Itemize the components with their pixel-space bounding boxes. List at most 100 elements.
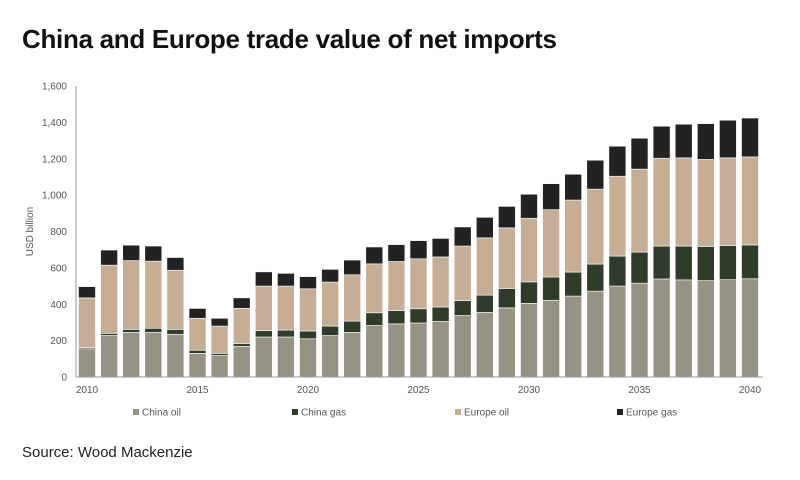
bar-china-gas-2031 (542, 276, 560, 301)
y-tick-label: 1,400 (42, 118, 67, 129)
bar-china-oil-2016 (210, 355, 229, 378)
bar-china-gas-2030 (520, 281, 538, 304)
bar-europe-oil-2023 (365, 263, 384, 314)
bar-china-oil-2023 (365, 325, 384, 378)
bar-china-gas-2039 (719, 245, 737, 280)
x-tick-label: 2035 (628, 385, 651, 396)
legend-swatch-icon (292, 409, 298, 415)
legend-swatch-icon (455, 409, 461, 415)
bar-europe-gas-2024 (387, 244, 406, 262)
bar-china-oil-2031 (542, 299, 560, 378)
y-axis-label: USD billion (25, 207, 36, 256)
bar-china-oil-2027 (453, 315, 472, 378)
bar-europe-oil-2020 (299, 288, 317, 332)
bar-china-gas-2016 (210, 353, 229, 356)
bar-europe-gas-2035 (630, 137, 649, 170)
bar-china-oil-2036 (652, 278, 671, 378)
bar-china-oil-2022 (343, 332, 362, 378)
bar-europe-oil-2034 (608, 175, 627, 257)
y-tick-label: 600 (50, 263, 67, 274)
bar-china-gas-2028 (475, 294, 494, 313)
legend-label: Europe gas (626, 408, 677, 419)
legend-label: China oil (142, 408, 181, 419)
y-tick-label: 1,600 (42, 82, 67, 93)
bar-china-oil-2011 (100, 335, 118, 378)
bar-china-oil-2038 (696, 280, 715, 378)
bar-europe-gas-2036 (652, 125, 671, 159)
bar-europe-gas-2022 (343, 259, 362, 276)
bar-europe-oil-2040 (741, 156, 759, 246)
bar-europe-gas-2018 (255, 271, 273, 287)
bar-europe-gas-2011 (100, 249, 118, 266)
bar-europe-oil-2029 (498, 227, 516, 289)
bar-china-gas-2018 (255, 330, 273, 338)
bar-europe-gas-2038 (696, 123, 715, 160)
bar-europe-oil-2014 (166, 269, 185, 330)
bar-europe-gas-2019 (277, 273, 295, 287)
bar-china-gas-2013 (144, 327, 163, 333)
legend-swatch-icon (617, 409, 623, 415)
y-tick-label: 200 (50, 336, 67, 347)
bar-china-gas-2011 (100, 333, 118, 336)
bar-china-oil-2030 (520, 303, 538, 378)
bar-china-gas-2024 (387, 310, 406, 325)
bar-europe-oil-2024 (387, 261, 406, 311)
bar-china-gas-2035 (630, 251, 649, 284)
bar-china-oil-2010 (78, 348, 96, 378)
bar-china-oil-2040 (741, 278, 759, 378)
bar-europe-gas-2040 (741, 117, 759, 158)
bar-europe-oil-2021 (321, 281, 339, 327)
bar-europe-gas-2021 (321, 269, 339, 283)
bar-china-gas-2040 (741, 244, 759, 280)
bar-europe-oil-2030 (520, 217, 538, 283)
bar-china-gas-2032 (564, 271, 583, 297)
bar-china-oil-2037 (674, 279, 693, 378)
bar-europe-gas-2016 (210, 317, 229, 327)
bar-europe-oil-2036 (652, 157, 671, 247)
bar-china-gas-2034 (608, 255, 627, 287)
bar-china-gas-2017 (232, 343, 251, 347)
legend-label: Europe oil (464, 408, 509, 419)
bar-china-oil-2032 (564, 295, 583, 378)
bar-europe-gas-2037 (674, 123, 693, 159)
bar-china-oil-2026 (431, 321, 450, 378)
bar-china-oil-2033 (586, 290, 605, 378)
bar-china-gas-2029 (498, 288, 516, 309)
y-tick-label: 0 (61, 373, 67, 384)
bar-china-oil-2034 (608, 285, 627, 378)
bar-europe-oil-2028 (475, 237, 494, 296)
bar-europe-gas-2010 (78, 286, 96, 299)
bar-europe-gas-2020 (299, 276, 317, 290)
bar-europe-oil-2033 (586, 188, 605, 265)
x-tick-label: 2020 (297, 385, 320, 396)
source-note: Source: Wood Mackenzie (22, 444, 193, 461)
bar-china-gas-2027 (453, 300, 472, 316)
bar-europe-oil-2038 (696, 159, 715, 247)
bar-europe-oil-2019 (277, 285, 295, 331)
y-tick-label: 1,000 (42, 191, 67, 202)
bar-china-oil-2025 (409, 322, 428, 378)
bar-china-gas-2019 (277, 329, 295, 338)
bar-china-oil-2021 (321, 335, 339, 378)
bar-europe-oil-2012 (122, 260, 140, 330)
x-tick-label: 2010 (76, 385, 99, 396)
bar-europe-gas-2013 (144, 245, 163, 262)
bar-china-gas-2026 (431, 306, 450, 322)
x-tick-label: 2040 (739, 385, 762, 396)
bar-china-oil-2019 (277, 336, 295, 378)
bar-china-oil-2039 (719, 279, 737, 378)
bar-europe-gas-2034 (608, 145, 627, 177)
bar-europe-gas-2031 (542, 183, 560, 210)
bar-china-gas-2014 (166, 329, 185, 335)
bar-china-oil-2024 (387, 323, 406, 378)
bar-china-gas-2038 (696, 246, 715, 281)
bar-europe-oil-2017 (232, 307, 251, 345)
bar-china-oil-2028 (475, 312, 494, 378)
legend-label: China gas (301, 408, 346, 419)
bar-europe-gas-2015 (188, 308, 207, 319)
bar-europe-oil-2010 (78, 297, 96, 348)
bar-china-oil-2018 (255, 336, 273, 378)
bar-europe-gas-2026 (431, 238, 450, 258)
bar-europe-oil-2025 (409, 258, 428, 310)
x-tick-label: 2015 (186, 385, 209, 396)
